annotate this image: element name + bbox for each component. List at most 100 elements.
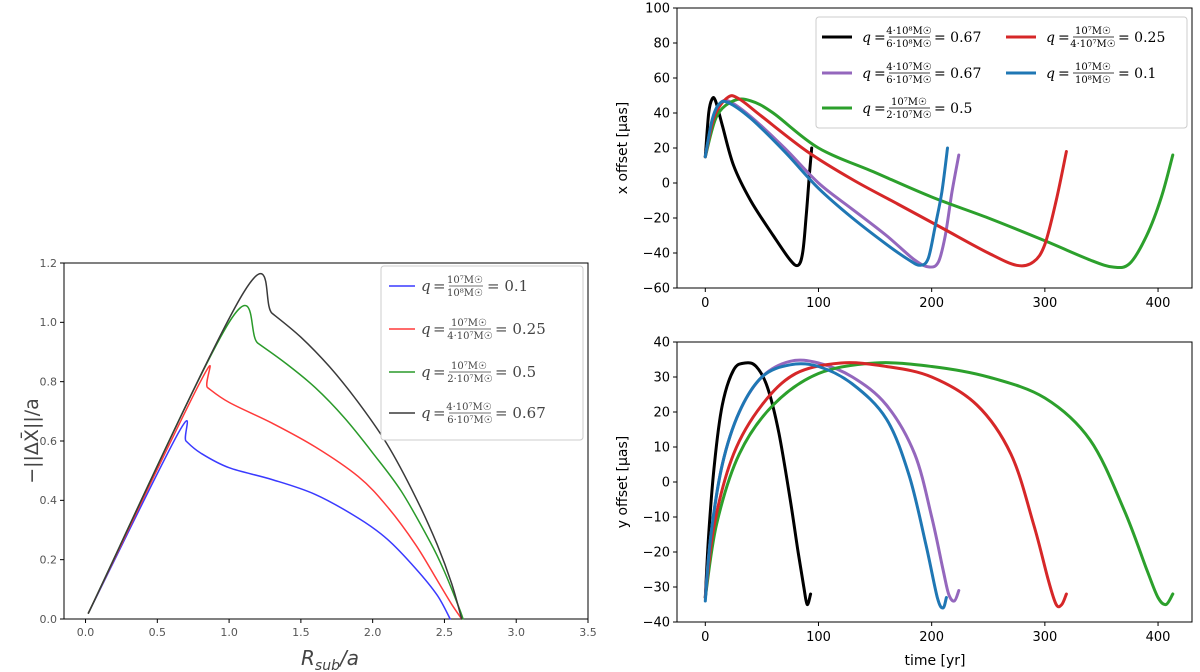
left-x-axis-label: Rsub/a: [301, 646, 359, 672]
svg-text:=: =: [874, 66, 886, 82]
y-tick-label: 0: [662, 476, 670, 491]
x-offset-legend: q = 4·10⁸M☉ 6·10⁸M☉ = 0.67 q = 4·10⁷M☉ 6…: [815, 16, 1188, 129]
series-line: [703, 94, 1068, 268]
x-tick-label: 3.0: [507, 626, 525, 639]
left-legend: q = 10⁷M☉ 10⁸M☉ = 0.1 q = 10⁷M☉ 4·10⁷M☉ …: [380, 265, 584, 441]
left-series-lines: [87, 273, 464, 620]
svg-text:2·10⁷M☉: 2·10⁷M☉: [447, 374, 493, 385]
legend-entry: q = 10⁷M☉ 2·10⁷M☉ = 0.5: [822, 97, 972, 121]
legend-entry: q = 10⁷M☉ 10⁸M☉ = 0.1: [389, 275, 528, 299]
y-tick-label: 60: [653, 72, 670, 87]
svg-text:2·10⁷M☉: 2·10⁷M☉: [886, 110, 932, 121]
svg-text:= 0.25: = 0.25: [495, 320, 546, 338]
x-tick-label: 300: [1032, 630, 1057, 645]
x-tick-label: 0: [701, 630, 709, 645]
svg-text:= 0.67: = 0.67: [934, 30, 981, 46]
time-x-axis-label: time [yr]: [904, 653, 965, 669]
svg-text:10⁷M☉: 10⁷M☉: [451, 318, 487, 329]
x-tick-label: 400: [1146, 630, 1171, 645]
svg-text:=: =: [433, 320, 446, 338]
y-tick-label: 80: [653, 37, 670, 52]
legend-entry: q = 4·10⁷M☉ 6·10⁷M☉ = 0.67: [822, 62, 981, 86]
svg-text:= 0.25: = 0.25: [1118, 30, 1165, 46]
y-tick-label: −60: [643, 282, 670, 297]
svg-text:6·10⁷M☉: 6·10⁷M☉: [447, 415, 493, 426]
y-tick-label: 0.2: [40, 554, 58, 567]
svg-text:10⁷M☉: 10⁷M☉: [891, 97, 927, 108]
series-line: [87, 304, 464, 620]
svg-text:= 0.67: = 0.67: [934, 66, 981, 82]
y-tick-label: 40: [653, 107, 670, 122]
y-tick-label: −10: [643, 511, 670, 526]
x-tick-label: 100: [806, 296, 831, 311]
y-tick-label: 10: [653, 441, 670, 456]
svg-text:=: =: [433, 404, 446, 422]
svg-text:=: =: [874, 30, 886, 46]
y-tick-label: 30: [653, 371, 670, 386]
svg-text:q: q: [1046, 30, 1055, 46]
svg-text:= 0.67: = 0.67: [495, 404, 546, 422]
svg-text:q: q: [421, 363, 431, 381]
y-tick-label: −20: [643, 212, 670, 227]
x-tick-label: 1.0: [220, 626, 238, 639]
y-tick-label: 20: [653, 406, 670, 421]
svg-text:10⁷M☉: 10⁷M☉: [1075, 26, 1111, 37]
svg-text:q: q: [862, 101, 871, 117]
legend-entry: q = 4·10⁸M☉ 6·10⁸M☉ = 0.67: [822, 26, 981, 50]
svg-text:=: =: [874, 101, 886, 117]
series-line: [703, 362, 948, 610]
svg-text:q: q: [421, 404, 431, 422]
series-line: [703, 361, 1068, 609]
series-line: [703, 361, 813, 607]
svg-text:=: =: [1058, 66, 1070, 82]
series-line: [703, 361, 1175, 607]
svg-text:=: =: [433, 277, 446, 295]
x-tick-label: 200: [919, 296, 944, 311]
svg-text:= 0.5: = 0.5: [495, 363, 536, 381]
svg-text:4·10⁷M☉: 4·10⁷M☉: [446, 402, 492, 413]
svg-text:10⁷M☉: 10⁷M☉: [1075, 62, 1111, 73]
y-tick-label: 1.2: [40, 257, 58, 270]
svg-text:10⁸M☉: 10⁸M☉: [447, 288, 483, 299]
svg-text:q: q: [1046, 66, 1055, 82]
y-tick-label: 0.0: [40, 613, 58, 626]
legend-entry: q = 10⁷M☉ 10⁸M☉ = 0.1: [1006, 62, 1156, 86]
x-tick-label: 2.5: [436, 626, 454, 639]
svg-text:4·10⁷M☉: 4·10⁷M☉: [1070, 39, 1116, 50]
y-tick-label: 40: [653, 336, 670, 351]
legend-entry: q = 4·10⁷M☉ 6·10⁷M☉ = 0.67: [389, 402, 546, 426]
svg-text:10⁷M☉: 10⁷M☉: [451, 361, 487, 372]
series-line: [703, 358, 961, 603]
y-tick-label: −20: [643, 546, 670, 561]
x-offset-series-lines: [703, 94, 1175, 270]
series-line: [87, 273, 463, 620]
y-tick-label: 0.6: [40, 435, 58, 448]
left-ticks: 0.0 0.5 1.0 1.5 2.0 2.5 3.0 3.5 0.0 0.2 0.4 0.6 0.8 1…: [40, 257, 597, 639]
x-tick-label: 1.5: [292, 626, 310, 639]
x-tick-label: 0.5: [149, 626, 167, 639]
x-tick-label: 0.0: [77, 626, 95, 639]
y-tick-label: 0.4: [40, 494, 58, 507]
y-offset-series-lines: [703, 358, 1175, 610]
y-tick-label: −40: [643, 247, 670, 262]
series-line: [87, 420, 451, 620]
svg-text:q: q: [862, 30, 871, 46]
y-offset-y-axis-label: y offset [μas]: [615, 436, 631, 529]
svg-text:10⁷M☉: 10⁷M☉: [447, 275, 483, 286]
series-line: [703, 99, 949, 267]
legend-entry: q = 10⁷M☉ 4·10⁷M☉ = 0.25: [1006, 26, 1165, 50]
svg-text:6·10⁸M☉: 6·10⁸M☉: [886, 39, 932, 50]
x-tick-label: 0: [701, 296, 709, 311]
y-tick-label: −40: [643, 616, 670, 631]
x-tick-label: 3.5: [579, 626, 597, 639]
x-tick-label: 100: [806, 630, 831, 645]
svg-text:=: =: [433, 363, 446, 381]
y-tick-label: 100: [645, 2, 670, 17]
legend-entry: q = 10⁷M☉ 4·10⁷M☉ = 0.25: [389, 318, 546, 342]
svg-text:=: =: [1058, 30, 1070, 46]
